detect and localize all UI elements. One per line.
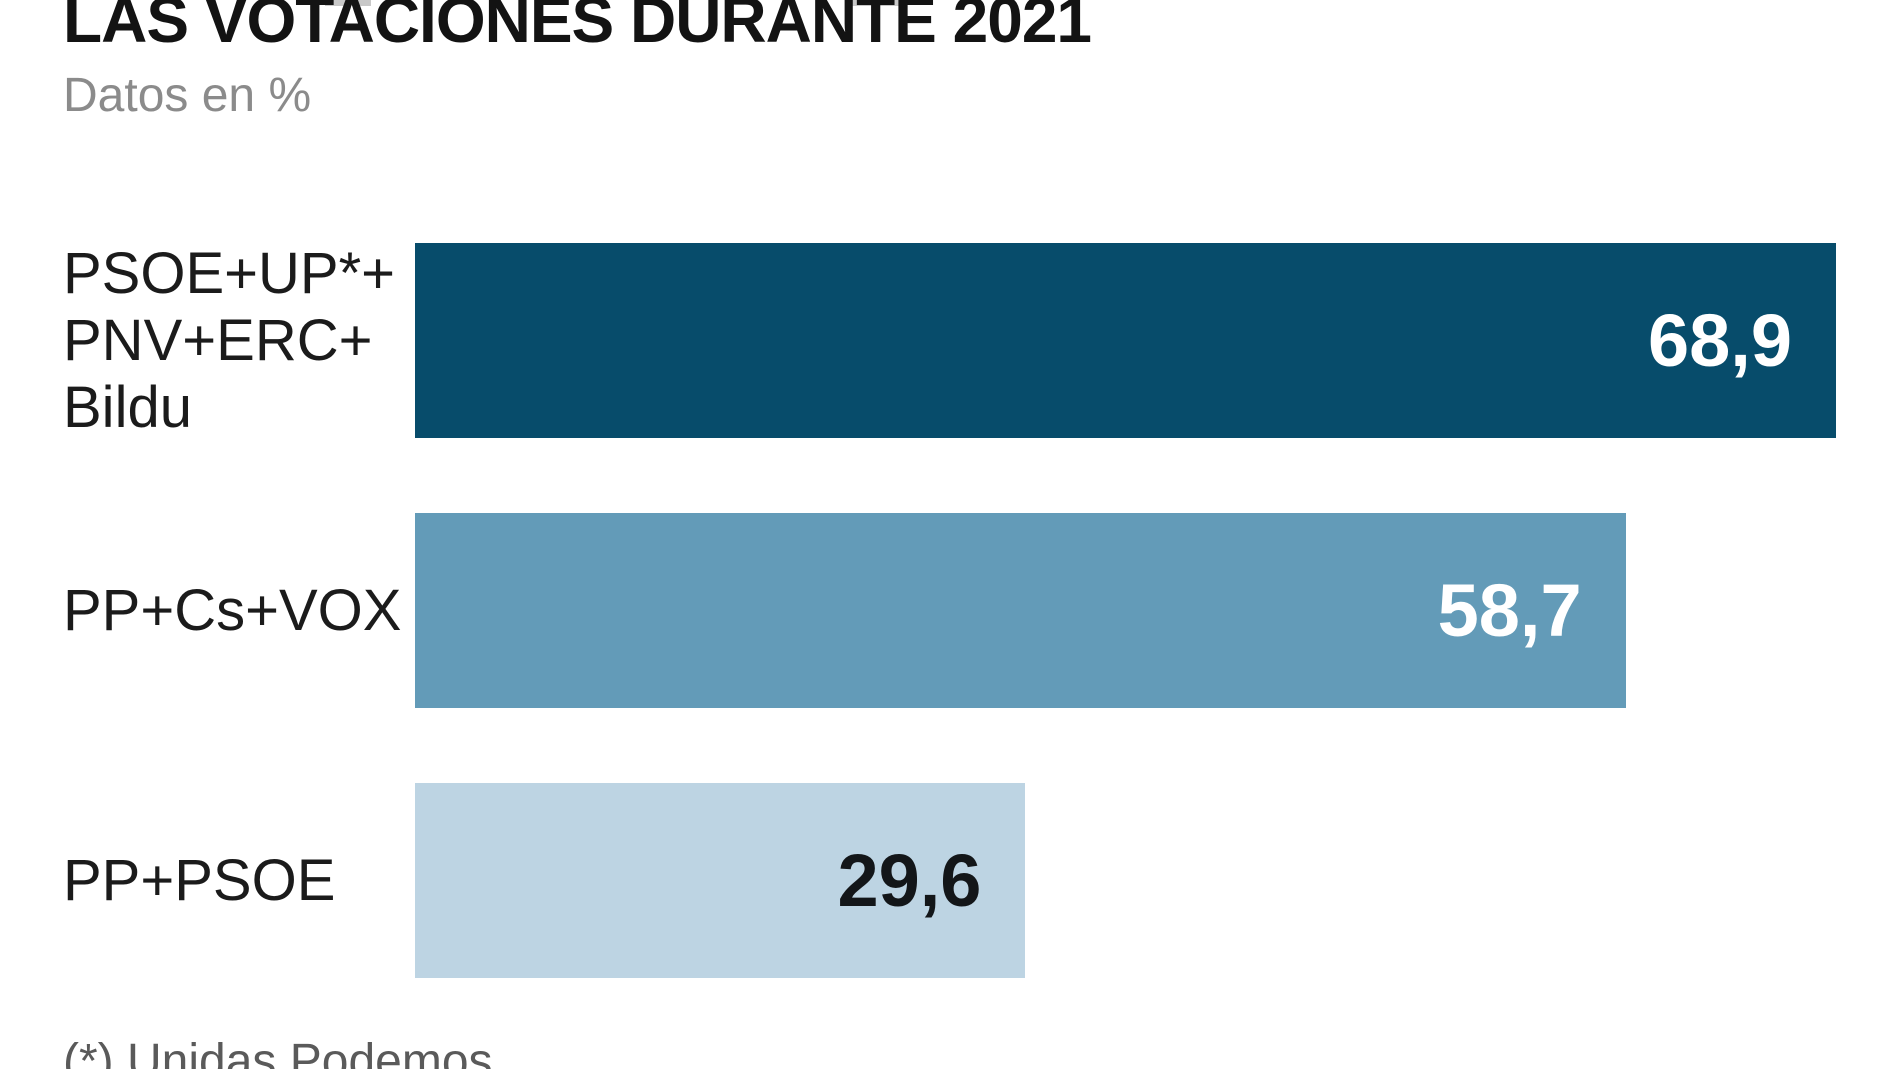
footnote: (*) Unidas Podemos (63, 1035, 493, 1069)
bar-track: 58,7 (415, 513, 1836, 708)
bar-row: PP+PSOE 29,6 (0, 783, 1899, 978)
category-label: PP+PSOE (63, 783, 403, 978)
bar: 29,6 (415, 783, 1026, 978)
category-label: PP+Cs+VOX (63, 513, 403, 708)
bar-value-label: 58,7 (1437, 569, 1582, 652)
category-label: PSOE+UP*+ PNV+ERC+ Bildu (63, 241, 403, 440)
bar-chart: PSOE+UP*+ PNV+ERC+ Bildu 68,9 PP+Cs+VOX 58,7 P… (0, 241, 1899, 1053)
bar: 58,7 (415, 513, 1626, 708)
chart-title: LAS VOTACIONES DURANTE 2021 (63, 0, 1092, 56)
category-label-line: Bildu (63, 375, 192, 440)
bar-value-label: 68,9 (1647, 299, 1792, 382)
crop-artifact (325, 0, 371, 6)
crop-artifact (851, 0, 901, 6)
bar-track: 29,6 (415, 783, 1836, 978)
chart-subtitle: Datos en % (63, 69, 312, 122)
category-label-line: PP+PSOE (63, 848, 336, 913)
bar: 68,9 (415, 243, 1836, 438)
bar-row: PSOE+UP*+ PNV+ERC+ Bildu 68,9 (0, 241, 1899, 440)
bar-row: PP+Cs+VOX 58,7 (0, 513, 1899, 708)
bar-track: 68,9 (415, 243, 1836, 438)
bar-value-label: 29,6 (837, 839, 982, 922)
category-label-line: PNV+ERC+ (63, 308, 373, 373)
category-label-line: PP+Cs+VOX (63, 578, 402, 643)
category-label-line: PSOE+UP*+ (63, 241, 396, 306)
